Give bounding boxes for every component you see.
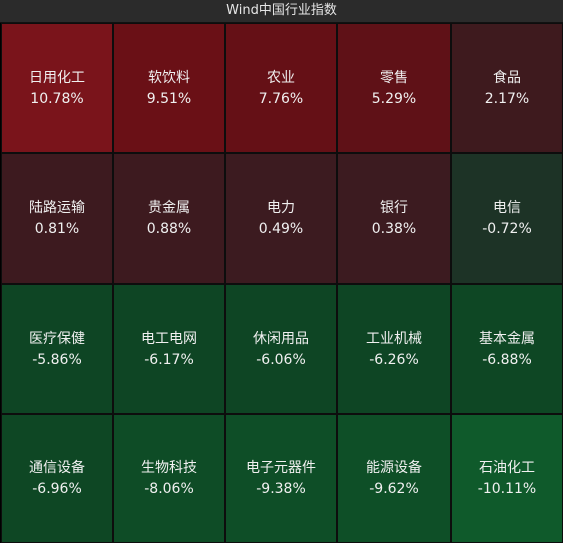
industry-change: -8.06% [144, 481, 194, 497]
industry-change: 7.76% [258, 90, 304, 107]
industry-name: 农业 [267, 69, 295, 86]
industry-name: 软饮料 [148, 69, 190, 86]
industry-change: 10.78% [30, 90, 84, 107]
industry-name: 工业机械 [366, 330, 422, 347]
industry-name: 食品 [493, 69, 521, 86]
industry-name: 电信 [493, 200, 521, 216]
industry-change: -9.62% [369, 481, 419, 497]
industry-name: 能源设备 [366, 460, 422, 476]
industry-tile[interactable]: 陆路运输 0.81% [1, 153, 113, 284]
industry-change: -6.88% [482, 351, 532, 368]
industry-heatmap-grid: 日用化工 10.78% 软饮料 9.51% 农业 7.76% 零售 5.29% … [1, 23, 563, 543]
industry-change: 5.29% [371, 90, 417, 107]
industry-tile[interactable]: 银行 0.38% [337, 153, 451, 284]
industry-change: -10.11% [477, 481, 537, 497]
industry-name: 医疗保健 [29, 330, 85, 347]
industry-change: 9.51% [146, 90, 192, 107]
industry-change: -5.86% [32, 351, 82, 368]
industry-name: 银行 [380, 200, 408, 216]
industry-tile[interactable]: 电信 -0.72% [451, 153, 563, 284]
industry-change: 0.38% [371, 221, 417, 237]
industry-tile[interactable]: 基本金属 -6.88% [451, 284, 563, 414]
industry-change: -6.06% [256, 351, 306, 368]
industry-tile[interactable]: 能源设备 -9.62% [337, 414, 451, 543]
industry-name: 电力 [267, 200, 295, 216]
industry-tile[interactable]: 休闲用品 -6.06% [225, 284, 337, 414]
industry-change: -6.17% [144, 351, 194, 368]
industry-name: 零售 [380, 69, 408, 86]
industry-tile[interactable]: 软饮料 9.51% [113, 23, 225, 153]
heatmap-title: Wind中国行业指数 [0, 0, 563, 23]
industry-name: 贵金属 [148, 200, 190, 216]
industry-name: 基本金属 [479, 330, 535, 347]
industry-tile[interactable]: 生物科技 -8.06% [113, 414, 225, 543]
industry-tile[interactable]: 电子元器件 -9.38% [225, 414, 337, 543]
industry-change: 2.17% [484, 90, 530, 107]
industry-name: 陆路运输 [29, 200, 85, 216]
industry-change: -9.38% [256, 481, 306, 497]
industry-change: -6.96% [32, 481, 82, 497]
industry-tile[interactable]: 贵金属 0.88% [113, 153, 225, 284]
industry-tile[interactable]: 零售 5.29% [337, 23, 451, 153]
industry-tile[interactable]: 医疗保健 -5.86% [1, 284, 113, 414]
industry-tile[interactable]: 电工电网 -6.17% [113, 284, 225, 414]
industry-name: 休闲用品 [253, 330, 309, 347]
industry-tile[interactable]: 食品 2.17% [451, 23, 563, 153]
industry-change: -0.72% [482, 221, 532, 237]
industry-tile[interactable]: 工业机械 -6.26% [337, 284, 451, 414]
industry-name: 电工电网 [141, 330, 197, 347]
industry-tile[interactable]: 日用化工 10.78% [1, 23, 113, 153]
industry-name: 石油化工 [479, 460, 535, 476]
industry-tile[interactable]: 电力 0.49% [225, 153, 337, 284]
industry-change: 0.81% [34, 221, 80, 237]
industry-tile[interactable]: 通信设备 -6.96% [1, 414, 113, 543]
industry-name: 日用化工 [29, 69, 85, 86]
industry-tile[interactable]: 农业 7.76% [225, 23, 337, 153]
industry-change: -6.26% [369, 351, 419, 368]
industry-tile[interactable]: 石油化工 -10.11% [451, 414, 563, 543]
industry-name: 电子元器件 [246, 460, 316, 476]
industry-change: 0.49% [258, 221, 304, 237]
industry-name: 生物科技 [141, 460, 197, 476]
industry-change: 0.88% [146, 221, 192, 237]
industry-name: 通信设备 [29, 460, 85, 476]
